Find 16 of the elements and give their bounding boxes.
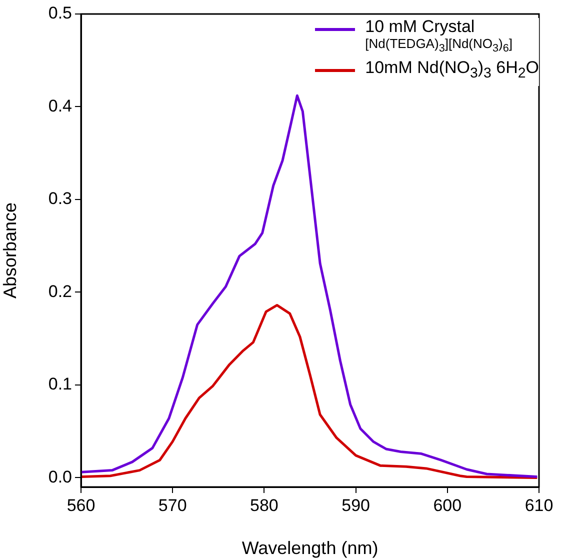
legend-label: 10mM Nd(NO$_{3}$)$_{3}$ 6H$_{2}$O — [365, 58, 539, 82]
y-tick-label: 0.3 — [48, 189, 72, 208]
y-tick-label: 0.0 — [48, 467, 72, 486]
x-tick-label: 600 — [433, 496, 462, 515]
y-tick-label: 0.5 — [48, 4, 72, 23]
y-tick-label: 0.4 — [48, 96, 72, 116]
y-tick-label: 0.2 — [48, 282, 72, 301]
y-tick-label: 0.1 — [48, 374, 72, 394]
x-axis-title: Wavelength (nm) — [242, 538, 378, 558]
x-tick-label: 580 — [250, 496, 278, 515]
y-axis-title: Absorbance — [0, 202, 20, 299]
x-tick-label: 560 — [66, 496, 96, 515]
x-tick-label: 590 — [342, 496, 370, 515]
legend-label: 10 mM Crystal [Nd(TEDGA)$_{3}$][Nd(NO$_{3}$)$_{6}$] — [365, 17, 513, 56]
x-tick-label: 610 — [524, 496, 554, 515]
x-tick-label: 570 — [158, 496, 187, 515]
